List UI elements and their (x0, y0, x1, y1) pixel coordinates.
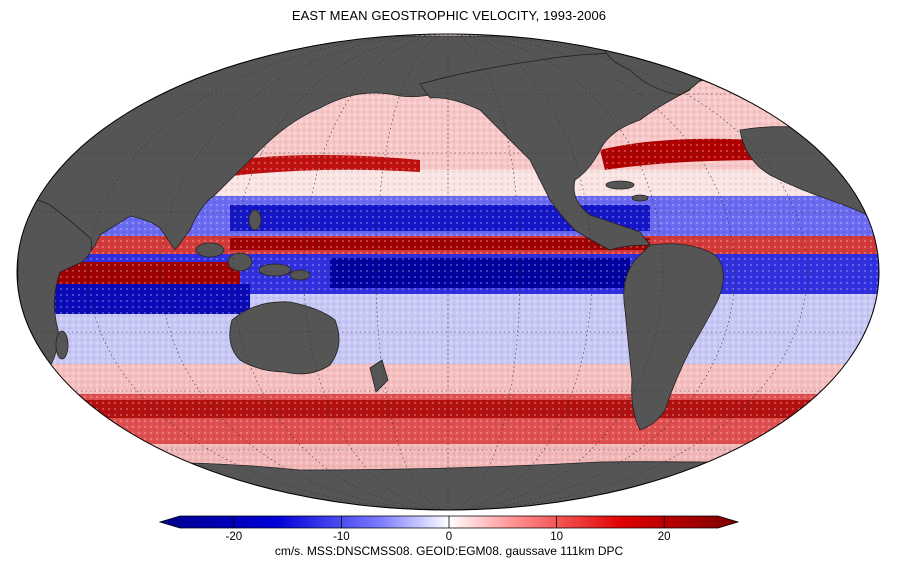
colorbar-tick-label: 0 (445, 531, 453, 543)
colorbar-tick-label: -10 (333, 531, 350, 543)
australia (229, 301, 340, 375)
south-america (623, 243, 724, 431)
colorbar-tick-label: 10 (550, 531, 563, 543)
map-title: EAST MEAN GEOSTROPHIC VELOCITY, 1993-200… (291, 8, 607, 23)
colorbar-tick-label: 20 (657, 531, 671, 543)
colorbar-caption: cm/s. MSS:DNSCMSS08. GEOID:EGM08. gaussa… (274, 544, 624, 558)
globe-outline (16, 33, 880, 511)
colorbar (158, 515, 740, 529)
colorbar-tick-label: -20 (225, 531, 243, 543)
